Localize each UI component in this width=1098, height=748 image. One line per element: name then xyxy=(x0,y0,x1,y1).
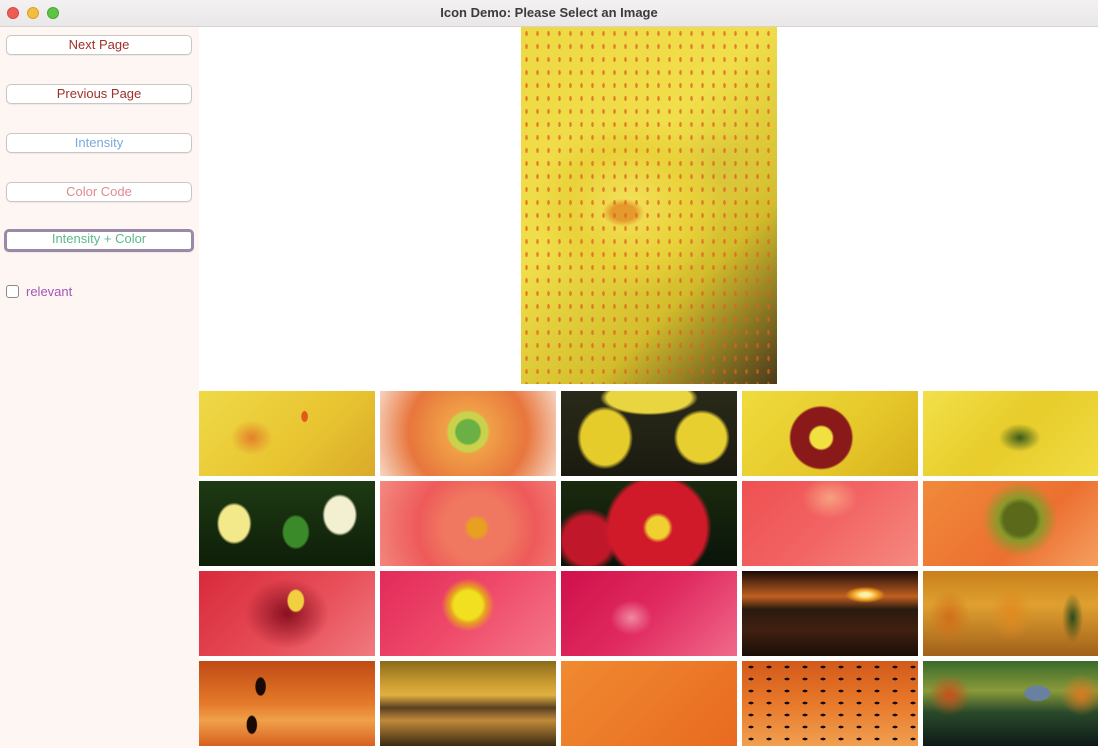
intensity-color-button[interactable]: Intensity + Color xyxy=(4,229,194,252)
thumbnail-cranes-sunset[interactable] xyxy=(199,661,375,746)
sidebar: Next Page Previous Page Intensity Color … xyxy=(0,27,199,748)
thumbnail-yellow-canna-flower[interactable] xyxy=(199,391,375,476)
thumbnail-orange-gerbera-daisy[interactable] xyxy=(380,391,556,476)
thumbnail-pink-petunia[interactable] xyxy=(380,481,556,566)
minimize-window-icon[interactable] xyxy=(27,7,39,19)
thumbnail-red-hibiscus[interactable] xyxy=(199,571,375,656)
thumbnail-autumn-forest[interactable] xyxy=(923,571,1098,656)
thumbnail-lake-house-autumn[interactable] xyxy=(923,661,1098,746)
thumbnail-ocean-sunset[interactable] xyxy=(742,571,918,656)
thumbnail-birds-orange-sky[interactable] xyxy=(742,661,918,746)
thumbnail-pink-red-petals[interactable] xyxy=(742,481,918,566)
thumbnail-yellow-lilies-green-leaves[interactable] xyxy=(199,481,375,566)
close-window-icon[interactable] xyxy=(7,7,19,19)
thumbnail-yellow-flower-petals[interactable] xyxy=(923,391,1098,476)
window-title: Icon Demo: Please Select an Image xyxy=(440,5,658,20)
previous-page-button[interactable]: Previous Page xyxy=(6,84,192,104)
thumbnail-red-primrose[interactable] xyxy=(561,481,737,566)
thumbnail-grid xyxy=(199,391,1098,748)
relevant-checkbox[interactable] xyxy=(6,284,19,298)
thumbnail-pink-flower-yellow-stamens[interactable] xyxy=(380,571,556,656)
title-bar: Icon Demo: Please Select an Image xyxy=(0,0,1098,27)
intensity-button[interactable]: Intensity xyxy=(6,133,192,153)
maximize-window-icon[interactable] xyxy=(47,7,59,19)
relevant-checkbox-row[interactable]: relevant xyxy=(6,283,72,299)
selected-image-preview xyxy=(521,27,777,384)
relevant-checkbox-label: relevant xyxy=(26,283,73,299)
thumbnail-yellow-orchid[interactable] xyxy=(561,391,737,476)
thumbnail-golden-clouds[interactable] xyxy=(380,661,556,746)
next-page-button[interactable]: Next Page xyxy=(6,35,192,55)
color-code-button[interactable]: Color Code xyxy=(6,182,192,202)
thumbnail-yellow-hibiscus-with-bee[interactable] xyxy=(742,391,918,476)
main-panel xyxy=(199,27,1098,748)
thumbnail-orange-sky[interactable] xyxy=(561,661,737,746)
thumbnail-magenta-petals[interactable] xyxy=(561,571,737,656)
thumbnail-orange-flower-center[interactable] xyxy=(923,481,1098,566)
